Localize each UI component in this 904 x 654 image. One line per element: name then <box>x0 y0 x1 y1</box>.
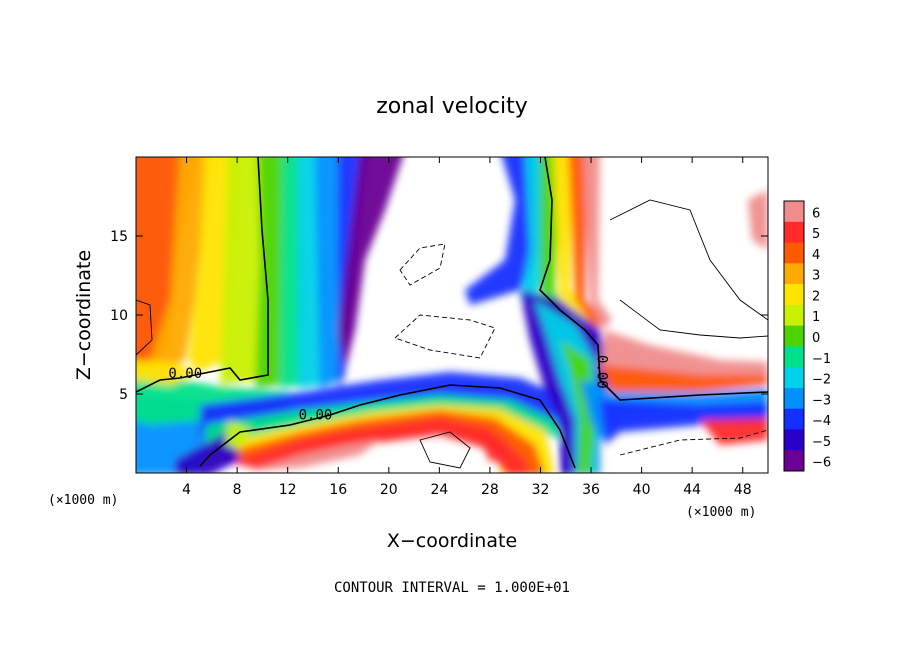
field-region-25 <box>540 157 575 330</box>
x-tick-label: 48 <box>734 482 752 498</box>
colorbar-swatch <box>784 346 804 368</box>
x-tick-label: 4 <box>182 482 191 498</box>
colorbar-swatch <box>784 304 804 327</box>
contour-dashed-c <box>619 429 768 456</box>
field-region-26 <box>552 157 595 325</box>
colorbar-swatch <box>784 429 804 451</box>
contour-label-0: 0.00 <box>168 366 202 382</box>
x-axis-ticks: 4 8 12 16 20 24 28 32 36 40 44 48 <box>182 157 752 498</box>
field-region-27 <box>568 157 605 330</box>
colorbar-swatch <box>784 284 804 306</box>
field-region-20 <box>480 438 510 462</box>
y-tick-label: 5 <box>119 387 128 403</box>
colorbar-swatch <box>784 408 804 430</box>
colorbar-frame <box>783 200 805 472</box>
y-axis-ticks: 5 10 15 <box>110 229 768 403</box>
x-tick-label: 40 <box>633 482 651 498</box>
colorbar-label: 4 <box>812 248 820 263</box>
y-axis-label: Z−coordinate <box>73 250 95 380</box>
field-region-28 <box>583 157 612 330</box>
colorbar-label: 1 <box>812 310 820 325</box>
x-tick-label: 24 <box>430 482 448 498</box>
field-region-2 <box>150 157 214 372</box>
field-region-21 <box>175 430 240 473</box>
colorbar-label: 3 <box>812 269 820 284</box>
contour-lines <box>136 157 768 469</box>
field-region-31 <box>560 340 595 473</box>
y-tick-label: 15 <box>110 229 128 245</box>
colorbar-label: −5 <box>812 435 831 450</box>
field-region-5 <box>255 157 285 388</box>
contour-thin-right-a <box>609 199 768 321</box>
x-tick-label: 28 <box>481 482 499 498</box>
x-unit-right: (×1000 m) <box>686 505 756 520</box>
contour-thin-left <box>136 299 153 356</box>
x-axis-label: X−coordinate <box>387 530 517 552</box>
x-tick-label: 16 <box>329 482 347 498</box>
contour-zero-right <box>539 157 768 401</box>
field-region-14 <box>200 372 560 440</box>
contour-thin-low <box>419 431 471 469</box>
colorbar-label: −1 <box>812 352 831 367</box>
contour-zero-left <box>136 157 269 393</box>
field-region-22 <box>225 420 250 450</box>
field-region-36 <box>748 190 768 250</box>
contour-dashed-a <box>399 243 446 286</box>
colorbar-swatch <box>784 387 804 410</box>
field-region-35 <box>600 365 768 392</box>
x-tick-label: 36 <box>582 482 600 498</box>
colorbar-swatch <box>784 201 804 223</box>
colorbar-label: 0 <box>812 331 820 346</box>
field-region-13 <box>136 360 200 385</box>
colorbar-label: 2 <box>812 289 820 304</box>
contour-label-1: 0.00 <box>299 407 333 423</box>
contour-labels: 0.00 0.00 0.00 <box>168 355 609 423</box>
colorbar: 6 5 4 3 2 1 0 −1 −2 −3 −4 −5 −6 <box>783 200 831 472</box>
field-region-8 <box>315 157 345 388</box>
colorbar-swatch <box>784 325 804 347</box>
contour-interval-footer: CONTOUR INTERVAL = 1.000E+01 <box>334 580 570 596</box>
colorbar-label: −3 <box>812 393 831 408</box>
field-region-33 <box>600 400 768 445</box>
x-tick-label: 44 <box>683 482 701 498</box>
contour-dashed-b <box>394 314 496 359</box>
x-tick-label: 8 <box>233 482 242 498</box>
field-region-23 <box>465 157 540 305</box>
contour-label-2: 0.00 <box>593 355 609 389</box>
field-region-18 <box>230 418 530 473</box>
x-unit-left: (×1000 m) <box>48 493 118 508</box>
plot-area <box>136 157 768 473</box>
x-tick-label: 20 <box>380 482 398 498</box>
chart-title: zonal velocity <box>376 94 528 119</box>
colorbar-swatch <box>784 221 804 244</box>
colorbar-label: 5 <box>812 227 820 242</box>
field-region-4 <box>220 157 262 385</box>
x-tick-label: 12 <box>279 482 297 498</box>
colorbar-label: 6 <box>812 206 820 221</box>
colorbar-swatch <box>784 263 804 285</box>
colorbar-label: −2 <box>812 373 831 388</box>
y-tick-label: 10 <box>110 308 128 324</box>
colorbar-swatch <box>784 242 804 264</box>
colorbar-swatch <box>784 367 804 389</box>
field-region-10 <box>338 157 403 370</box>
colorbar-label: −6 <box>812 456 831 471</box>
colorbar-swatch <box>784 450 804 472</box>
colorbar-label: −4 <box>812 414 831 429</box>
contour-thin-right-b <box>619 299 768 339</box>
field-region-19 <box>255 440 380 470</box>
x-tick-label: 32 <box>532 482 550 498</box>
velocity-field <box>136 157 768 473</box>
field-region-37 <box>700 418 768 445</box>
contour-zero-low <box>199 384 576 469</box>
